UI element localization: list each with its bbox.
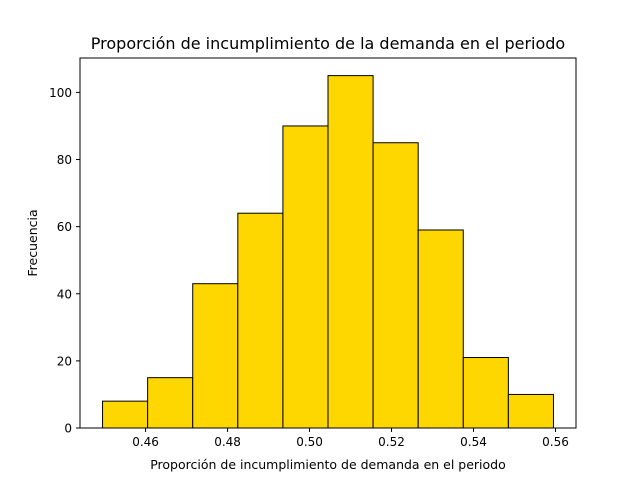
histogram-bar [282, 125, 329, 429]
chart-title: Proporción de incumplimiento de la deman… [91, 34, 565, 53]
plot-frame [79, 57, 577, 429]
histogram-bar [417, 229, 464, 429]
x-tick-label: 0.50 [296, 435, 323, 449]
histogram-bar [462, 357, 509, 429]
bars-group [102, 75, 554, 429]
y-tick-label: 80 [57, 153, 72, 167]
histogram-bar [147, 377, 194, 429]
y-tick-label: 0 [64, 422, 72, 436]
x-tick-label: 0.56 [542, 435, 569, 449]
y-axis-label: Frecuencia [25, 209, 40, 276]
histogram-bar [507, 393, 554, 429]
histogram-bar [327, 75, 374, 429]
y-tick-label: 100 [49, 86, 72, 100]
histogram-bar [192, 283, 239, 429]
y-tick-label: 60 [57, 220, 72, 234]
x-tick-label: 0.52 [378, 435, 405, 449]
histogram-bar [237, 212, 284, 429]
histogram-bar [372, 142, 419, 429]
x-axis-label: Proporción de incumplimiento de demanda … [150, 457, 506, 472]
y-ticks-group: 0 20 40 60 80 100 [49, 86, 80, 436]
x-ticks-group: 0.46 0.48 0.50 0.52 0.54 0.56 [132, 428, 569, 449]
y-tick-label: 40 [57, 287, 72, 301]
x-tick-label: 0.54 [460, 435, 487, 449]
x-tick-label: 0.48 [214, 435, 241, 449]
histogram-bar [102, 400, 149, 429]
y-tick-label: 20 [57, 354, 72, 368]
x-tick-label: 0.46 [132, 435, 159, 449]
